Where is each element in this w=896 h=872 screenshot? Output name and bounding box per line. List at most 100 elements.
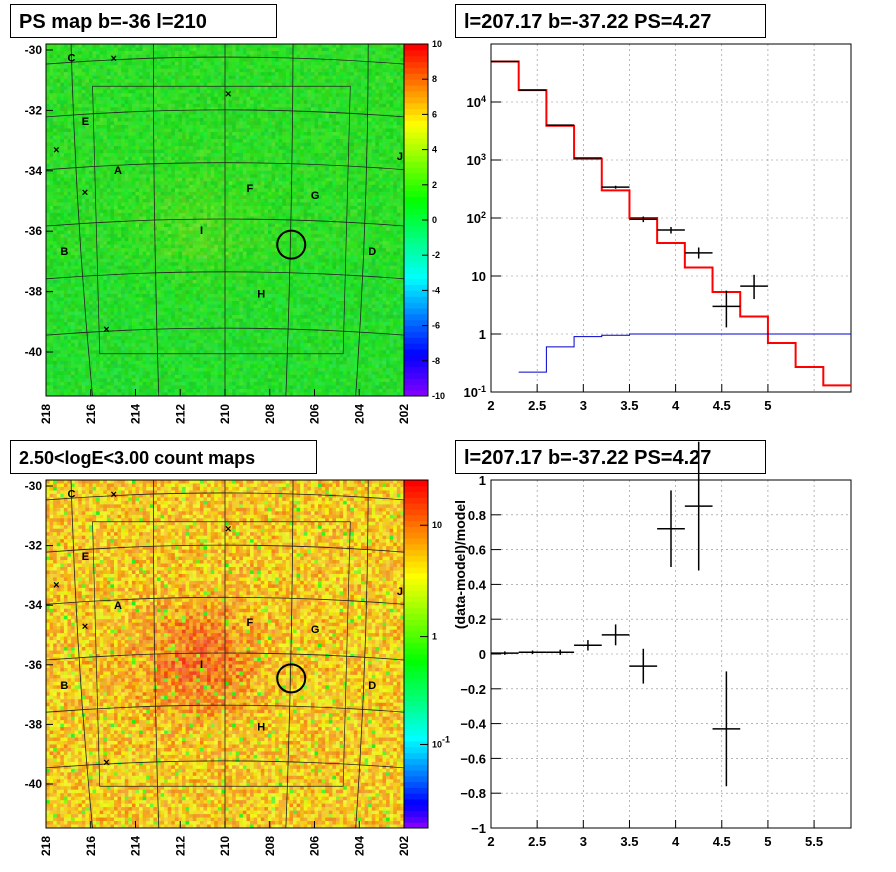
map-pixel — [214, 346, 219, 351]
map-pixel — [117, 308, 122, 312]
map-pixel — [139, 234, 144, 238]
map-pixel — [81, 86, 86, 91]
map-pixel — [106, 353, 111, 358]
map-pixel — [185, 329, 190, 334]
map-pixel — [46, 181, 50, 186]
map-pixel — [124, 308, 129, 312]
map-pixel — [203, 237, 208, 242]
map-pixel — [210, 227, 215, 231]
map-pixel — [135, 163, 140, 168]
map-pixel — [185, 153, 190, 158]
map-pixel — [149, 318, 154, 323]
map-pixel — [214, 188, 219, 193]
map-pixel — [217, 300, 222, 305]
map-pixel — [67, 132, 72, 136]
map-pixel — [185, 371, 190, 376]
map-pixel — [92, 388, 97, 393]
map-pixel — [99, 343, 104, 348]
map-pixel — [174, 360, 179, 365]
map-pixel — [53, 262, 58, 267]
map-pixel — [117, 160, 122, 165]
map-pixel — [74, 276, 79, 281]
map-pixel — [156, 72, 161, 77]
map-pixel — [214, 142, 219, 147]
map-pixel — [214, 248, 219, 253]
map-pixel — [160, 244, 165, 249]
map-pixel — [160, 315, 165, 319]
map-pixel — [124, 188, 129, 193]
map-pixel — [167, 237, 172, 242]
map-pixel — [81, 79, 86, 84]
map-pixel — [160, 339, 165, 344]
map-pixel — [210, 216, 215, 221]
map-pixel — [139, 75, 144, 80]
map-pixel — [149, 110, 154, 115]
map-pixel — [167, 167, 172, 172]
map-pixel — [78, 290, 83, 295]
map-pixel — [164, 212, 169, 217]
map-pixel — [196, 311, 201, 316]
map-pixel — [53, 153, 58, 158]
map-pixel — [174, 258, 179, 263]
map-pixel — [207, 237, 212, 242]
map-pixel — [164, 142, 169, 147]
map-pixel — [171, 297, 176, 302]
map-pixel — [63, 385, 68, 390]
map-pixel — [156, 378, 161, 383]
map-pixel — [149, 385, 154, 390]
map-pixel — [174, 230, 179, 235]
map-pixel — [139, 364, 144, 369]
map-pixel — [96, 177, 101, 182]
map-pixel — [56, 160, 61, 165]
map-pixel — [153, 205, 158, 210]
map-pixel — [74, 336, 79, 341]
map-pixel — [117, 128, 122, 133]
map-pixel — [106, 139, 111, 143]
map-pixel — [171, 89, 176, 94]
map-pixel — [110, 311, 115, 316]
map-pixel — [185, 128, 190, 133]
map-pixel — [106, 82, 111, 87]
map-pixel — [67, 318, 72, 323]
map-pixel — [171, 181, 176, 186]
map-pixel — [221, 339, 226, 344]
map-pixel — [171, 311, 176, 316]
map-pixel — [67, 227, 72, 231]
map-pixel — [189, 58, 194, 62]
map-pixel — [164, 198, 169, 203]
map-pixel — [178, 110, 183, 115]
map-pixel — [196, 392, 201, 397]
map-pixel — [56, 244, 61, 249]
map-pixel — [124, 58, 129, 62]
map-pixel — [160, 188, 165, 193]
map-pixel — [49, 153, 54, 158]
map-pixel — [49, 149, 54, 154]
map-pixel — [185, 163, 190, 168]
map-pixel — [167, 188, 172, 193]
map-pixel — [106, 293, 111, 298]
map-pixel — [167, 318, 172, 323]
map-pixel — [110, 360, 115, 365]
map-pixel — [92, 227, 97, 231]
map-pixel — [49, 103, 54, 108]
map-pixel — [135, 276, 140, 281]
map-pixel — [192, 304, 197, 309]
map-pixel — [131, 357, 136, 362]
map-pixel — [78, 364, 83, 369]
map-pixel — [214, 300, 219, 305]
map-pixel — [199, 184, 204, 189]
map-pixel — [160, 177, 165, 182]
map-pixel — [174, 198, 179, 203]
map-pixel — [171, 367, 176, 372]
map-pixel — [49, 283, 54, 288]
map-pixel — [146, 170, 151, 175]
map-pixel — [131, 205, 136, 210]
map-pixel — [192, 195, 197, 200]
map-pixel — [156, 47, 161, 52]
map-pixel — [124, 153, 129, 158]
map-pixel — [46, 322, 50, 326]
map-pixel — [60, 110, 65, 115]
map-pixel — [214, 128, 219, 133]
map-pixel — [185, 146, 190, 150]
map-pixel — [99, 121, 104, 126]
